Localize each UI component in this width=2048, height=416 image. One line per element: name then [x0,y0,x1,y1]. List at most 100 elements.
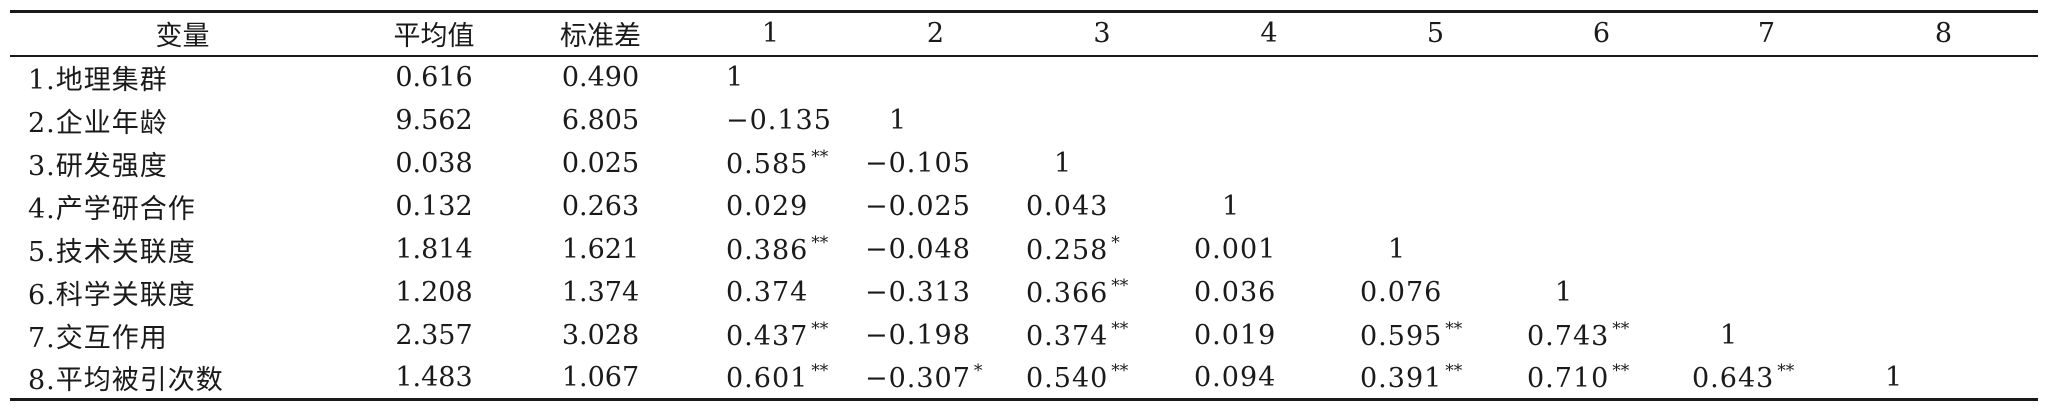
correlation-cell: 0.585 ** [688,142,853,185]
correlation-cell: 0.076 [1352,271,1519,314]
correlation-value: −0.105 [865,147,971,179]
correlation-value: 1 [1555,276,1574,308]
correlation-cell [1519,99,1684,142]
correlation-cell: 0.743 ** [1519,314,1684,357]
correlation-cell [1186,142,1352,185]
correlation-cell [1352,99,1519,142]
correlation-cell: 0.374 [688,271,853,314]
correlation-cell [1849,314,2038,357]
correlation-cell: 1 [1186,185,1352,228]
correlation-value: 1 [1720,319,1739,351]
correlation-value: 1 [889,104,908,136]
variable-name-cell: 5.技术关联度 [28,236,196,268]
variable-name-cell: 3.研发强度 [28,150,168,182]
table-row: 4.产学研合作 0.132 0.263 0.029 −0.025 0.043 1 [10,185,2038,228]
correlation-cell: 0.386 ** [688,228,853,271]
significance-marker: ** [1777,360,1795,381]
sd-cell: 1.621 [561,233,640,265]
correlation-value: 1 [1885,361,1904,393]
correlation-value: 0.366 [1026,277,1109,309]
mean-cell: 1.814 [395,233,473,265]
correlation-value: 0.258 [1026,234,1109,266]
correlation-value: 0.094 [1194,361,1277,393]
table-body: 1.地理集群 0.616 0.490 1 2.企业年龄 9.562 6.805 −0.135 1… [10,56,2038,400]
correlation-cell [1519,56,1684,99]
correlation-cell [1519,228,1684,271]
mean-cell: 1.483 [395,361,473,393]
correlation-cell: 0.374 ** [1018,314,1186,357]
table-header: 变量 平均值 标准差 1 2 3 4 5 6 7 8 [10,11,2038,56]
sd-cell: 0.025 [561,147,640,179]
correlation-cell [1849,142,2038,185]
correlation-value: 0.001 [1194,233,1277,265]
table-row: 8.平均被引次数 1.483 1.067 0.601 ** −0.307 * 0.540 ** 0… [10,357,2038,400]
correlation-cell: 0.258 * [1018,228,1186,271]
significance-marker: * [973,360,983,381]
correlation-cell: 0.043 [1018,185,1186,228]
correlation-cell [1186,99,1352,142]
correlation-value: 0.391 [1360,362,1443,394]
correlation-value: −0.198 [865,319,971,351]
significance-marker: ** [1612,360,1630,381]
correlation-table: 变量 平均值 标准差 1 2 3 4 5 6 7 8 1.地理集群 0.616 0.… [10,10,2038,401]
correlation-cell [1684,185,1849,228]
significance-marker: * [1111,232,1120,253]
significance-marker: ** [1445,318,1463,339]
mean-cell: 1.208 [395,276,473,308]
correlation-cell [1684,142,1849,185]
header-col-5: 5 [1426,18,1445,50]
correlation-value: 0.601 [726,362,809,394]
header-mean: 平均值 [393,21,475,53]
correlation-value: −0.048 [865,233,971,265]
correlation-cell: −0.048 [853,228,1018,271]
correlation-cell [1849,185,2038,228]
correlation-cell: 1 [853,99,1018,142]
correlation-cell [1849,271,2038,314]
table-row: 2.企业年龄 9.562 6.805 −0.135 1 [10,99,2038,142]
correlation-cell [1849,99,2038,142]
correlation-cell: 0.366 ** [1018,271,1186,314]
correlation-cell [1352,185,1519,228]
correlation-cell: 0.643 ** [1684,357,1849,400]
correlation-value: 0.710 [1527,362,1610,394]
correlation-cell: 0.391 ** [1352,357,1519,400]
correlation-cell [1018,99,1186,142]
correlation-cell: 0.019 [1186,314,1352,357]
significance-marker: ** [811,360,829,381]
correlation-value: −0.313 [865,276,971,308]
significance-marker: ** [811,146,829,167]
correlation-value: 0.386 [726,234,809,266]
significance-marker: ** [811,318,829,339]
correlation-cell [853,56,1018,99]
correlation-cell: −0.135 [688,99,853,142]
correlation-cell [1849,228,2038,271]
correlation-cell: 0.036 [1186,271,1352,314]
correlation-cell: 0.540 ** [1018,357,1186,400]
sd-cell: 1.067 [561,361,640,393]
correlation-cell: 0.437 ** [688,314,853,357]
correlation-value: 0.643 [1692,362,1775,394]
table-row: 3.研发强度 0.038 0.025 0.585 ** −0.105 1 [10,142,2038,185]
variable-name-cell: 4.产学研合作 [28,193,196,225]
correlation-value: 0.029 [726,190,809,222]
header-col-6: 6 [1592,18,1611,50]
variable-name-cell: 7.交互作用 [28,322,168,354]
correlation-value: 0.374 [726,276,809,308]
significance-marker: ** [1111,275,1129,296]
correlation-cell: 1 [1519,271,1684,314]
correlation-cell: −0.307 * [853,357,1018,400]
correlation-cell: 0.601 ** [688,357,853,400]
correlation-cell: −0.105 [853,142,1018,185]
sd-cell: 1.374 [561,276,640,308]
mean-cell: 9.562 [395,104,473,136]
variable-name-cell: 2.企业年龄 [28,107,168,139]
header-col-1: 1 [761,18,780,50]
correlation-value: 0.374 [1026,320,1109,352]
header-col-7: 7 [1757,18,1776,50]
correlation-value: 0.585 [726,148,809,180]
correlation-value: 0.595 [1360,320,1443,352]
correlation-cell: 1 [1849,357,2038,400]
variable-name-cell: 6.科学关联度 [28,279,196,311]
correlation-value: −0.025 [865,190,971,222]
correlation-value: 0.019 [1194,319,1277,351]
